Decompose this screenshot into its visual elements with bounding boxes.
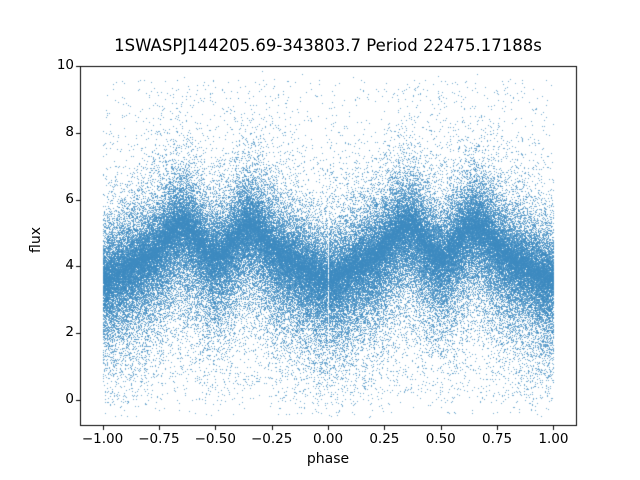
- y-tick-label-0: 0: [65, 390, 74, 407]
- y-tick-label-4: 8: [65, 123, 74, 140]
- y-tick-label-2: 4: [65, 257, 74, 274]
- x-tick-label-0: −1.00: [81, 431, 124, 447]
- x-tick-label-1: −0.75: [138, 431, 180, 447]
- x-tick-label-8: 1.00: [538, 431, 569, 447]
- x-tick-label-7: 0.75: [482, 431, 513, 447]
- x-tick-label-6: 0.50: [425, 431, 456, 447]
- y-tick-label-1: 2: [65, 324, 74, 341]
- y-tick-label-5: 10: [56, 57, 74, 73]
- x-axis-label: phase: [306, 451, 350, 467]
- x-tick-label-3: −0.25: [250, 431, 293, 447]
- x-tick-label-4: 0.00: [312, 431, 344, 447]
- x-tick-label-2: −0.50: [194, 431, 236, 447]
- y-tick-label-3: 6: [65, 190, 74, 207]
- chart-title: 1SWASPJ144205.69-343803.7 Period 22475.1…: [114, 36, 542, 55]
- x-tick-label-5: 0.25: [369, 431, 400, 447]
